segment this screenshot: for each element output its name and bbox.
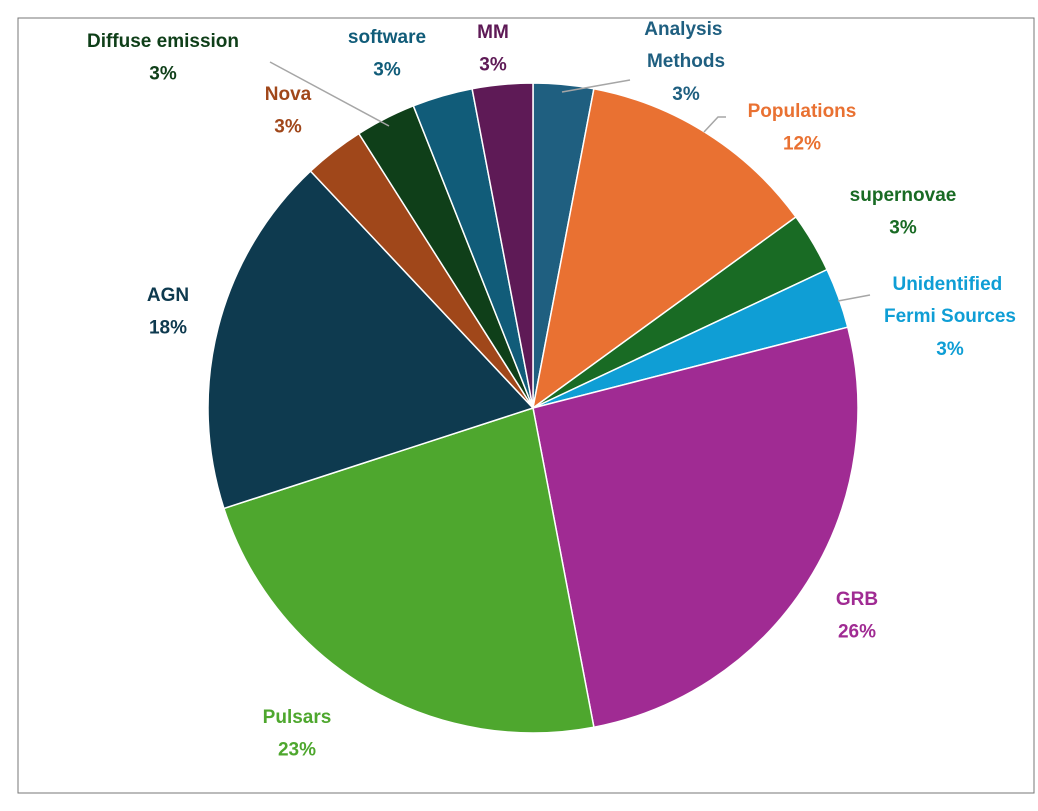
slice-label: AGN [147,285,189,306]
pie [207,82,859,734]
slice-value-label: 3% [149,64,177,85]
labels: Analysis Methods 3% Populations 12% supernov… [87,19,1016,761]
pie-slice [532,326,859,729]
slice-label: MM [477,22,509,43]
slice-label: Nova [265,84,312,105]
slice-value-label: 12% [783,134,821,155]
slice-label: Analysis Methods [644,19,727,72]
slice-label: Unidentified Fermi Sources [884,274,1016,327]
slice-value-label: 3% [936,339,964,360]
leader-line [703,116,726,133]
slice-value-label: 18% [149,318,187,339]
slice-label: Populations [748,101,857,122]
leader-line [269,61,390,127]
slice-label: GRB [836,589,878,610]
leader-lines [269,61,871,302]
slice-value-label: 3% [889,218,917,239]
leader-line [561,79,631,93]
leader-line [837,294,871,302]
slice-value-label: 3% [274,117,302,138]
slice-value-label: 3% [479,55,507,76]
slice-label: Diffuse emission [87,31,239,52]
slice-label: software [348,27,426,48]
slice-label: Pulsars [263,707,332,728]
pie-slice [207,170,535,510]
slice-value-label: 3% [373,60,401,81]
slice-label: supernovae [850,185,957,206]
slice-value-label: 3% [672,84,700,105]
pie-slice [222,407,595,734]
slice-value-label: 23% [278,740,316,761]
pie-slice [531,87,797,410]
pie-slice [471,82,534,409]
slice-value-label: 26% [838,622,876,643]
